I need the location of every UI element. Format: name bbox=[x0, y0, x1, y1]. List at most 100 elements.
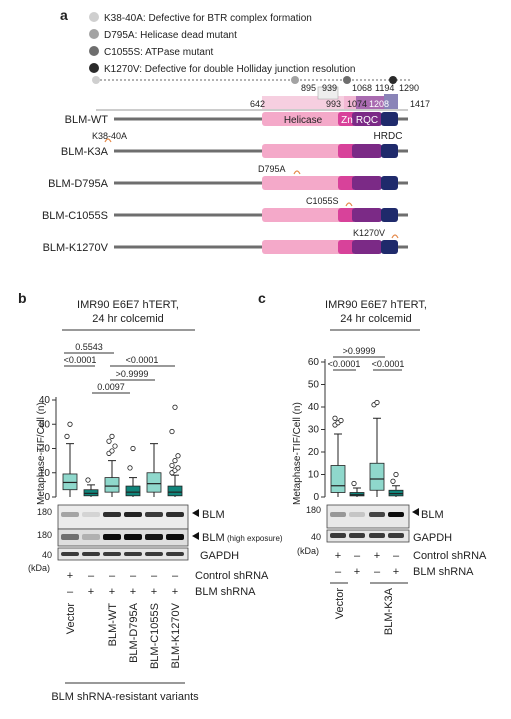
domain-hrdc bbox=[381, 112, 398, 126]
shrna-sign: – bbox=[109, 570, 116, 582]
lane-label: BLM-K1270V bbox=[170, 602, 182, 668]
panel-b-title-line1: IMR90 E6E7 hTERT, bbox=[77, 299, 179, 311]
mw-b-blm: 180 bbox=[37, 507, 52, 517]
band-blm-high bbox=[82, 534, 100, 540]
mutation-legend: K38-40A: Defective for BTR complex forma… bbox=[89, 12, 355, 75]
panel-a-label: a bbox=[60, 7, 68, 23]
label-c-control-shrna: Control shRNA bbox=[413, 550, 487, 562]
label-c-gapdh: GAPDH bbox=[413, 532, 452, 544]
construct-label: BLM-C1055S bbox=[42, 210, 108, 222]
shrna-sign: – bbox=[130, 570, 137, 582]
construct-label: BLM-WT bbox=[65, 114, 109, 126]
pval-c-vector-vs-k3a: >0.9999 bbox=[343, 346, 376, 356]
legend-dot-k1270 bbox=[89, 63, 99, 73]
band-blm bbox=[61, 512, 79, 517]
panel-c-lane-labels: Vector BLM-K3A bbox=[334, 587, 395, 635]
band-blm-high bbox=[124, 534, 142, 540]
mutation-label: K1270V bbox=[353, 228, 385, 238]
box-group bbox=[167, 404, 183, 497]
panel-b-footer: BLM shRNA-resistant variants bbox=[51, 691, 199, 703]
mw-c-blm: 180 bbox=[306, 505, 321, 515]
pval-c-vector-vs-sh: <0.0001 bbox=[328, 359, 361, 369]
domain-rqc-label: RQC bbox=[356, 115, 378, 126]
mutation-label: K38-40A bbox=[92, 131, 127, 141]
shrna-sign: + bbox=[354, 566, 360, 578]
box-group bbox=[388, 471, 404, 497]
shrna-sign: + bbox=[130, 586, 136, 598]
construct-row: BLM-D795A D795A bbox=[48, 164, 408, 190]
band-gapdh bbox=[82, 552, 100, 556]
label-b-blm-high: BLM bbox=[202, 532, 225, 544]
outlier-point bbox=[172, 404, 178, 410]
band-blm bbox=[82, 512, 100, 517]
shrna-sign: – bbox=[374, 566, 381, 578]
domain-zn bbox=[338, 176, 356, 190]
construct-row: BLM-K1270V K1270V bbox=[43, 228, 408, 254]
pos-993: 993 bbox=[326, 99, 341, 109]
band-gapdh bbox=[124, 552, 142, 556]
pos-1290: 1290 bbox=[399, 83, 419, 93]
y-tick-label: 10 bbox=[308, 470, 320, 481]
shrna-sign: – bbox=[67, 586, 74, 598]
y-tick-label: 60 bbox=[308, 357, 320, 368]
outlier-point bbox=[112, 443, 118, 449]
outlier-point bbox=[109, 433, 115, 439]
outlier-point bbox=[67, 421, 73, 427]
y-tick-label: 30 bbox=[308, 425, 320, 436]
blot-c-gapdh bbox=[326, 529, 410, 543]
outlier-point bbox=[175, 453, 181, 459]
shrna-sign: – bbox=[335, 566, 342, 578]
shrna-sign: + bbox=[67, 570, 73, 582]
domain-header: 642 895 939 993 1068 1074 1194 1208 1290… bbox=[96, 83, 430, 111]
band-blm bbox=[124, 512, 142, 517]
label-b-blm-shrna: BLM shRNA bbox=[195, 586, 256, 598]
label-c-blm-shrna: BLM shRNA bbox=[413, 566, 474, 578]
mw-c-gapdh: 40 bbox=[311, 532, 321, 542]
mutation-position-line bbox=[92, 76, 410, 84]
panel-b-blots: 180 180 40 (kDa) BLM BLM (high exposure)… bbox=[28, 504, 283, 573]
panel-b-label: b bbox=[18, 290, 27, 306]
band-gapdh bbox=[388, 533, 404, 538]
band-gapdh bbox=[103, 552, 121, 556]
box-group bbox=[349, 480, 365, 497]
outlier-point bbox=[127, 465, 133, 471]
shrna-sign: – bbox=[88, 570, 95, 582]
label-b-gapdh: GAPDH bbox=[200, 550, 239, 562]
pval-c-k3a-vs-sh: <0.0001 bbox=[372, 359, 405, 369]
domain-zn bbox=[338, 208, 356, 222]
pos-939: 939 bbox=[322, 83, 337, 93]
pos-1417: 1417 bbox=[410, 99, 430, 109]
panel-c-title-line2: 24 hr colcemid bbox=[340, 313, 412, 325]
legend-text-k1270: K1270V: Defective for double Holliday ju… bbox=[104, 64, 355, 75]
panel-b-lane-labels: Vector BLM-WT BLM-D795A BLM-C1055S BLM-K1270… bbox=[65, 602, 182, 669]
legend-text-k38: K38-40A: Defective for BTR complex forma… bbox=[104, 13, 312, 24]
band-blm-high bbox=[61, 534, 79, 540]
outlier-point bbox=[374, 399, 380, 406]
mw-b-unit: (kDa) bbox=[28, 563, 50, 573]
outlier-point bbox=[390, 478, 396, 484]
shrna-sign: + bbox=[172, 586, 178, 598]
panel-b-ylabel: Metaphase-TIF/Cell (n) bbox=[36, 402, 47, 505]
pos-dot-c1055 bbox=[343, 76, 351, 84]
panel-b-boxplot: 0 10 20 30 40 bbox=[39, 395, 183, 503]
box bbox=[330, 465, 346, 493]
pos-dot-d795 bbox=[291, 76, 299, 84]
outlier-point bbox=[106, 438, 112, 444]
mutation-label: C1055S bbox=[306, 196, 339, 206]
band-gapdh bbox=[330, 533, 346, 538]
domain-hrdc bbox=[381, 144, 398, 158]
lane-label: BLM-WT bbox=[107, 603, 119, 647]
outlier-point bbox=[172, 458, 178, 464]
box-group bbox=[369, 399, 385, 497]
panel-c-label: c bbox=[258, 290, 266, 306]
y-tick-label: 50 bbox=[308, 380, 320, 391]
pos-1208: 1208 bbox=[369, 99, 389, 109]
band-blm bbox=[103, 512, 121, 517]
shrna-sign: – bbox=[172, 570, 179, 582]
blot-c-blm bbox=[326, 504, 410, 529]
band-gapdh bbox=[145, 552, 163, 556]
pval-b-vector-vs-sh: <0.0001 bbox=[64, 355, 97, 365]
pos-642: 642 bbox=[250, 99, 265, 109]
mutation-marker bbox=[391, 234, 399, 239]
shrna-sign: + bbox=[335, 550, 341, 562]
